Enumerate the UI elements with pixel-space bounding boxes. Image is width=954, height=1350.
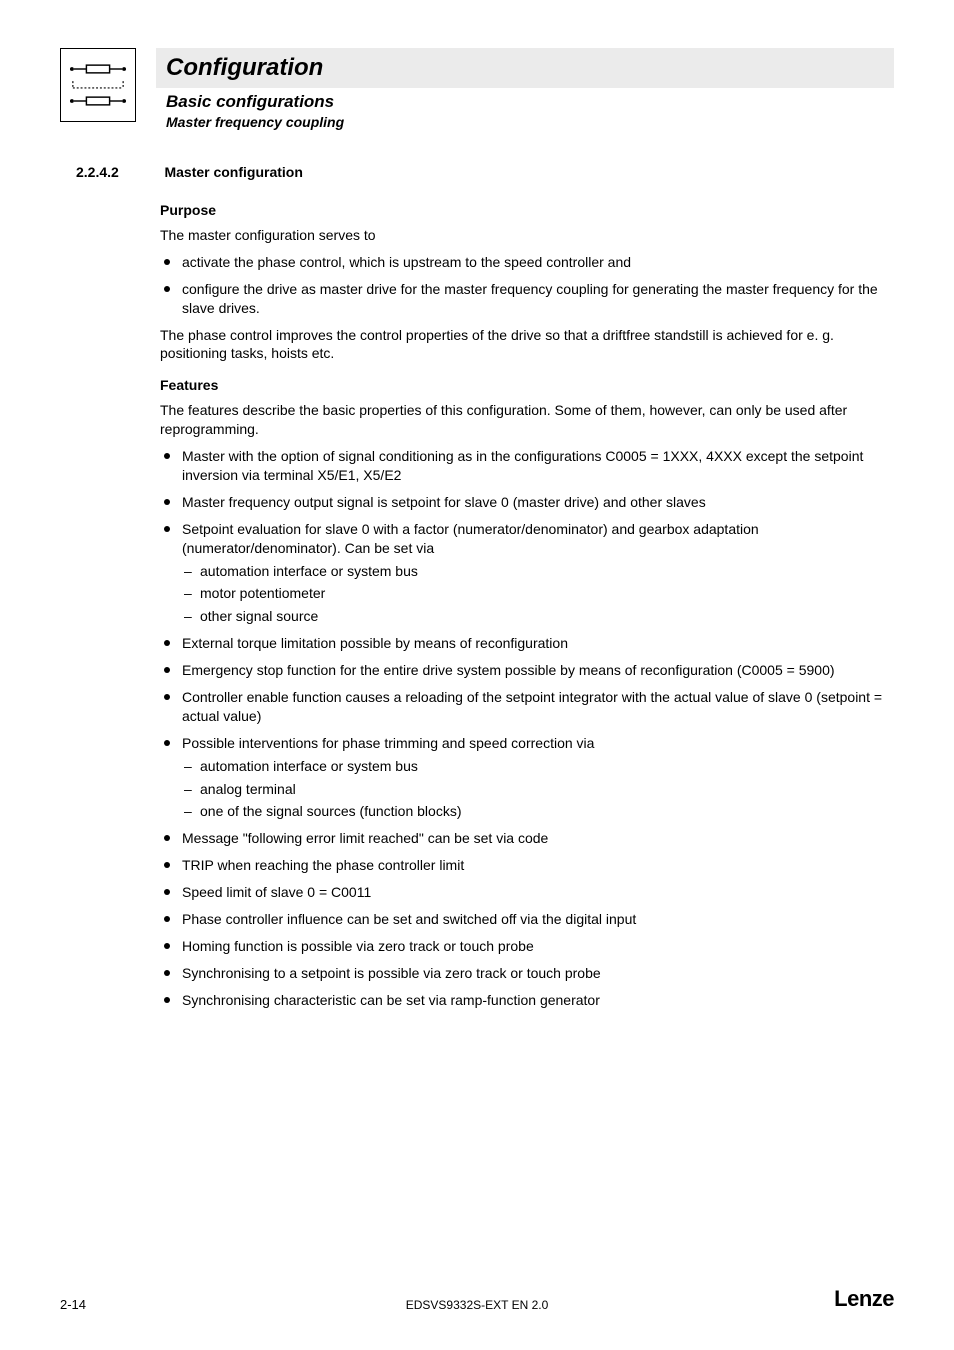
list-item: Emergency stop function for the entire d… — [160, 661, 894, 680]
list-item: activate the phase control, which is ups… — [160, 253, 894, 272]
sub-list: automation interface or system bus motor … — [182, 562, 894, 627]
title-bar: Configuration — [156, 48, 894, 88]
sub-list-item: analog terminal — [182, 780, 894, 799]
section-title: Master configuration — [164, 164, 302, 180]
sub-list-item: automation interface or system bus — [182, 562, 894, 581]
list-item: Phase controller influence can be set an… — [160, 910, 894, 929]
list-item: Master with the option of signal conditi… — [160, 447, 894, 485]
purpose-heading: Purpose — [160, 202, 894, 218]
sub-list-item: automation interface or system bus — [182, 757, 894, 776]
features-list: Master with the option of signal conditi… — [160, 447, 894, 1009]
list-item: External torque limitation possible by m… — [160, 634, 894, 653]
list-item: Controller enable function causes a relo… — [160, 688, 894, 726]
sub-list-item: one of the signal sources (function bloc… — [182, 802, 894, 821]
subtitle-1: Basic configurations — [156, 92, 894, 112]
list-item: configure the drive as master drive for … — [160, 280, 894, 318]
features-intro: The features describe the basic properti… — [160, 401, 894, 439]
list-item: Synchronising characteristic can be set … — [160, 991, 894, 1010]
sub-list: automation interface or system bus analog… — [182, 757, 894, 822]
list-item: Message "following error limit reached" … — [160, 829, 894, 848]
sub-list-item: motor potentiometer — [182, 584, 894, 603]
module-icon — [60, 48, 136, 122]
list-item: TRIP when reaching the phase controller … — [160, 856, 894, 875]
doc-id: EDSVS9332S-EXT EN 2.0 — [60, 1298, 894, 1312]
section-heading-row: 2.2.4.2 Master configuration — [76, 164, 894, 182]
list-item: Setpoint evaluation for slave 0 with a f… — [160, 520, 894, 626]
title-block: Configuration Basic configurations Maste… — [156, 48, 894, 130]
list-item: Master frequency output signal is setpoi… — [160, 493, 894, 512]
main-title: Configuration — [166, 54, 884, 82]
page-footer: 2-14 EDSVS9332S-EXT EN 2.0 Lenze — [60, 1286, 894, 1312]
features-heading: Features — [160, 377, 894, 393]
list-item: Speed limit of slave 0 = C0011 — [160, 883, 894, 902]
content-body: Purpose The master configuration serves … — [160, 202, 894, 1010]
section-number: 2.2.4.2 — [76, 164, 160, 180]
purpose-para2: The phase control improves the control p… — [160, 326, 894, 364]
subtitle-2: Master frequency coupling — [156, 114, 894, 130]
list-item: Possible interventions for phase trimmin… — [160, 734, 894, 822]
purpose-list: activate the phase control, which is ups… — [160, 253, 894, 318]
sub-list-item: other signal source — [182, 607, 894, 626]
page-header: Configuration Basic configurations Maste… — [60, 48, 894, 130]
list-item: Homing function is possible via zero tra… — [160, 937, 894, 956]
purpose-intro: The master configuration serves to — [160, 226, 894, 245]
list-item: Synchronising to a setpoint is possible … — [160, 964, 894, 983]
